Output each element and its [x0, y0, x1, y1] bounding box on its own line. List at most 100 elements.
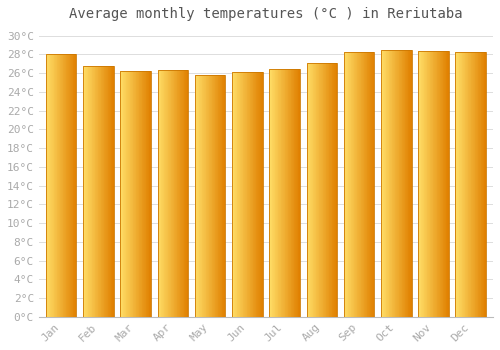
- Bar: [184, 70, 185, 317]
- Bar: [457, 51, 458, 317]
- Bar: [218, 75, 219, 317]
- Bar: [297, 69, 298, 317]
- Bar: [466, 51, 467, 317]
- Bar: [222, 75, 223, 317]
- Bar: [408, 50, 409, 317]
- Bar: [72, 54, 74, 317]
- Bar: [121, 71, 122, 317]
- Bar: [306, 63, 337, 317]
- Bar: [270, 69, 271, 317]
- Bar: [52, 54, 54, 317]
- Bar: [66, 54, 68, 317]
- Bar: [142, 71, 143, 317]
- Bar: [334, 63, 335, 317]
- Bar: [49, 54, 50, 317]
- Bar: [100, 66, 102, 317]
- Bar: [251, 72, 252, 317]
- Bar: [423, 51, 424, 317]
- Bar: [130, 71, 131, 317]
- Bar: [107, 66, 108, 317]
- Bar: [50, 54, 51, 317]
- Bar: [394, 50, 396, 317]
- Bar: [473, 51, 474, 317]
- Bar: [89, 66, 90, 317]
- Bar: [181, 70, 182, 317]
- Bar: [112, 66, 113, 317]
- Bar: [208, 75, 210, 317]
- Bar: [259, 72, 260, 317]
- Bar: [135, 71, 136, 317]
- Bar: [164, 70, 165, 317]
- Bar: [278, 69, 279, 317]
- Bar: [359, 51, 360, 317]
- Bar: [482, 51, 483, 317]
- Bar: [257, 72, 258, 317]
- Bar: [113, 66, 114, 317]
- Bar: [120, 71, 151, 317]
- Bar: [372, 51, 373, 317]
- Bar: [90, 66, 92, 317]
- Bar: [426, 51, 428, 317]
- Bar: [279, 69, 280, 317]
- Bar: [360, 51, 362, 317]
- Bar: [210, 75, 211, 317]
- Bar: [65, 54, 66, 317]
- Bar: [150, 71, 151, 317]
- Bar: [312, 63, 314, 317]
- Bar: [239, 72, 240, 317]
- Bar: [468, 51, 469, 317]
- Bar: [407, 50, 408, 317]
- Bar: [102, 66, 103, 317]
- Bar: [332, 63, 333, 317]
- Bar: [276, 69, 277, 317]
- Bar: [232, 72, 262, 317]
- Bar: [232, 72, 262, 317]
- Bar: [317, 63, 318, 317]
- Bar: [289, 69, 290, 317]
- Bar: [445, 51, 446, 317]
- Bar: [314, 63, 315, 317]
- Bar: [236, 72, 238, 317]
- Bar: [456, 51, 457, 317]
- Bar: [131, 71, 132, 317]
- Bar: [252, 72, 254, 317]
- Bar: [422, 51, 423, 317]
- Bar: [348, 51, 349, 317]
- Bar: [178, 70, 179, 317]
- Bar: [385, 50, 386, 317]
- Bar: [462, 51, 463, 317]
- Bar: [280, 69, 281, 317]
- Bar: [147, 71, 148, 317]
- Bar: [432, 51, 434, 317]
- Bar: [93, 66, 94, 317]
- Bar: [109, 66, 110, 317]
- Bar: [110, 66, 112, 317]
- Bar: [370, 51, 371, 317]
- Bar: [286, 69, 287, 317]
- Bar: [51, 54, 52, 317]
- Bar: [180, 70, 181, 317]
- Bar: [141, 71, 142, 317]
- Bar: [83, 66, 114, 317]
- Bar: [204, 75, 206, 317]
- Bar: [328, 63, 330, 317]
- Bar: [145, 71, 146, 317]
- Bar: [316, 63, 317, 317]
- Bar: [403, 50, 404, 317]
- Bar: [298, 69, 299, 317]
- Bar: [74, 54, 75, 317]
- Bar: [105, 66, 106, 317]
- Bar: [98, 66, 99, 317]
- Bar: [356, 51, 358, 317]
- Bar: [106, 66, 107, 317]
- Bar: [311, 63, 312, 317]
- Bar: [56, 54, 58, 317]
- Bar: [347, 51, 348, 317]
- Bar: [219, 75, 220, 317]
- Bar: [68, 54, 69, 317]
- Bar: [261, 72, 262, 317]
- Bar: [485, 51, 486, 317]
- Bar: [272, 69, 273, 317]
- Bar: [270, 69, 300, 317]
- Bar: [284, 69, 286, 317]
